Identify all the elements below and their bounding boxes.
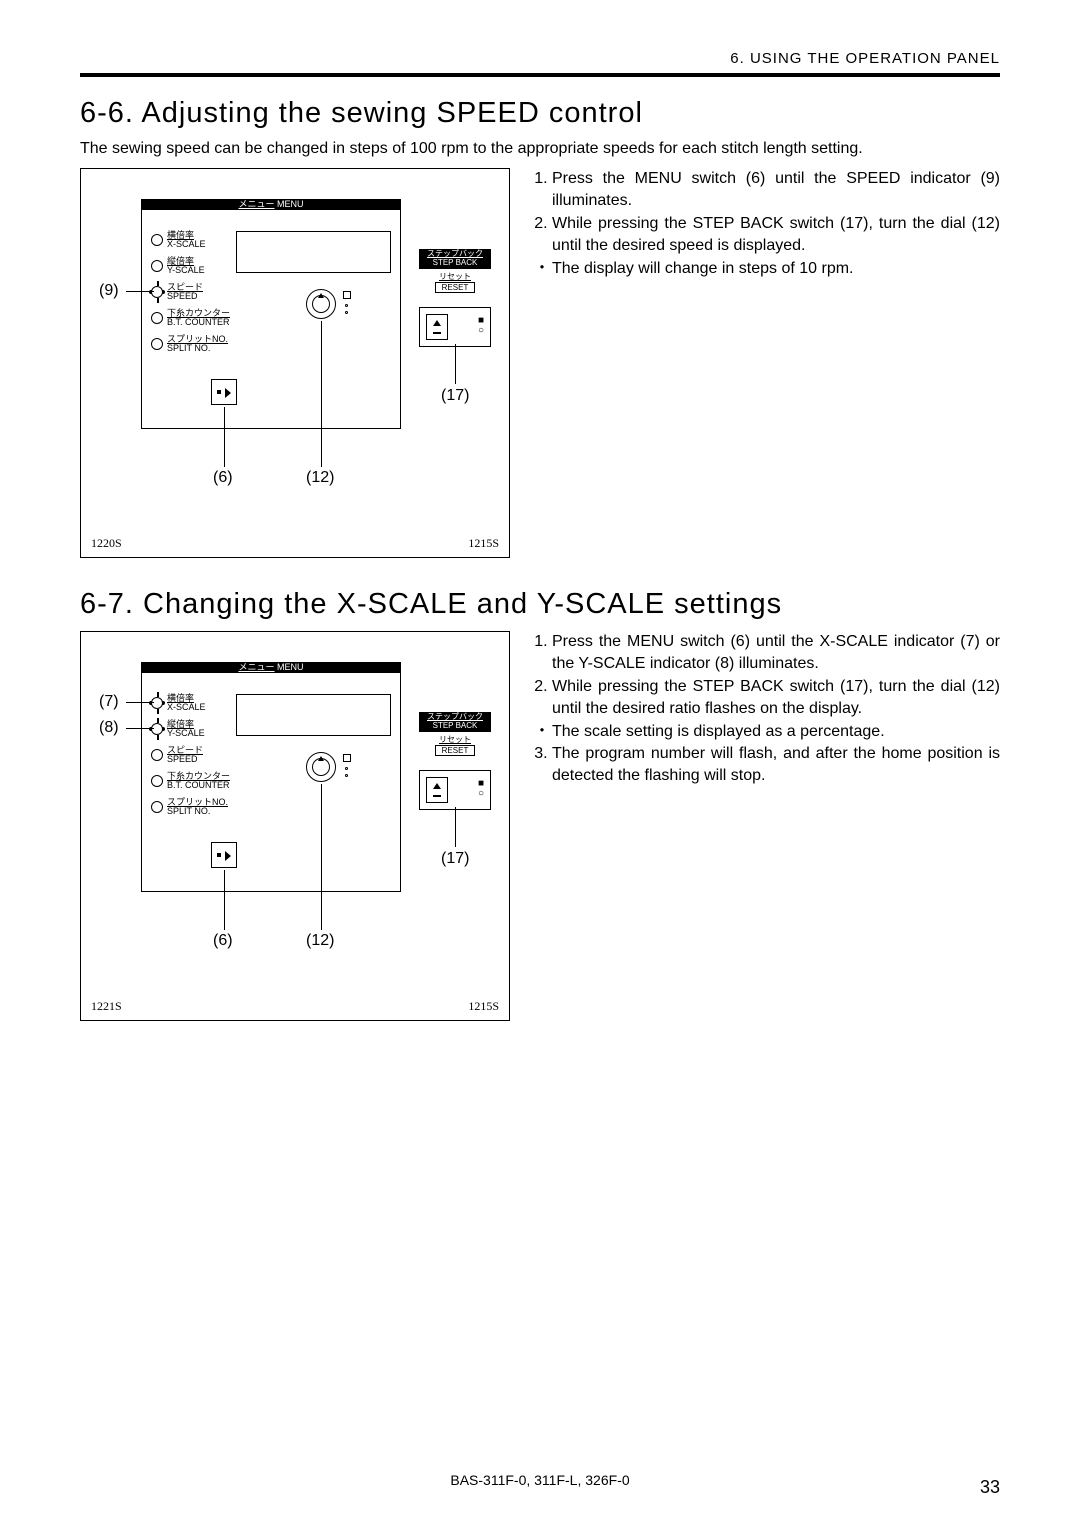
section-6-7-title: 6-7. Changing the X-SCALE and Y-SCALE se…	[80, 588, 1000, 621]
instructions-6-7: Press the MENU switch (6) until the X-SC…	[530, 631, 1000, 1021]
stepback-label: ステップバックSTEP BACK	[419, 249, 491, 269]
note: The scale setting is displayed as a perc…	[530, 721, 1000, 743]
callout-9: (9)	[99, 282, 119, 300]
callout-6: (6)	[213, 469, 233, 487]
menu-item-en: Y-SCALE	[167, 728, 205, 738]
menu-title-jp: メニュー	[238, 662, 274, 672]
menu-item-en: X-SCALE	[167, 702, 206, 712]
callout-7: (7)	[99, 693, 119, 711]
dial-icon	[306, 752, 336, 782]
menu-item-en: Y-SCALE	[167, 265, 205, 275]
stepback-button-icon: ■○	[419, 307, 491, 347]
menu-item-en: X-SCALE	[167, 239, 206, 249]
diagram-6-6: メニュー MENU 横倍率X-SCALE 縦倍率Y-SCALE スピードSPEE…	[80, 168, 510, 558]
reset-en: RESET	[435, 282, 476, 293]
menu-item-en: SPLIT NO.	[167, 806, 210, 816]
diagram-code-right: 1215S	[468, 536, 499, 551]
diagram-code-right: 1215S	[468, 999, 499, 1014]
menu-title-en: MENU	[277, 199, 304, 209]
diagram-code-left: 1221S	[91, 999, 122, 1014]
menu-item-en: B.T. COUNTER	[167, 780, 230, 790]
dial-icon	[306, 289, 336, 319]
footer-model: BAS-311F-0, 311F-L, 326F-0	[0, 1472, 1080, 1488]
chapter-header: 6. USING THE OPERATION PANEL	[80, 50, 1000, 77]
reset-jp: リセット	[439, 735, 471, 744]
menu-item-en: SPEED	[167, 754, 198, 764]
menu-button-icon	[211, 842, 237, 868]
step: While pressing the STEP BACK switch (17)…	[552, 676, 1000, 719]
step: While pressing the STEP BACK switch (17)…	[552, 213, 1000, 256]
callout-8: (8)	[99, 719, 119, 737]
diagram-6-7: メニュー MENU 横倍率X-SCALE 縦倍率Y-SCALE スピードSPEE…	[80, 631, 510, 1021]
menu-item-en: SPLIT NO.	[167, 343, 210, 353]
section-6-6-title: 6-6. Adjusting the sewing SPEED control	[80, 97, 1000, 130]
menu-item-en: B.T. COUNTER	[167, 317, 230, 327]
page-number: 33	[980, 1477, 1000, 1498]
menu-title-jp: メニュー	[238, 199, 274, 209]
callout-6: (6)	[213, 932, 233, 950]
stepback-label: ステップバックSTEP BACK	[419, 712, 491, 732]
step: Press the MENU switch (6) until the SPEE…	[552, 168, 1000, 211]
stepback-button-icon: ■○	[419, 770, 491, 810]
reset-en: RESET	[435, 745, 476, 756]
callout-17: (17)	[441, 850, 469, 868]
menu-item-en: SPEED	[167, 291, 198, 301]
step: Press the MENU switch (6) until the X-SC…	[552, 631, 1000, 674]
note: The display will change in steps of 10 r…	[530, 258, 1000, 280]
menu-button-icon	[211, 379, 237, 405]
step: The program number will flash, and after…	[552, 743, 1000, 786]
callout-17: (17)	[441, 387, 469, 405]
menu-title-en: MENU	[277, 662, 304, 672]
callout-12: (12)	[306, 932, 334, 950]
reset-jp: リセット	[439, 272, 471, 281]
instructions-6-6: Press the MENU switch (6) until the SPEE…	[530, 168, 1000, 558]
section-6-6-intro: The sewing speed can be changed in steps…	[80, 140, 1000, 158]
diagram-code-left: 1220S	[91, 536, 122, 551]
callout-12: (12)	[306, 469, 334, 487]
